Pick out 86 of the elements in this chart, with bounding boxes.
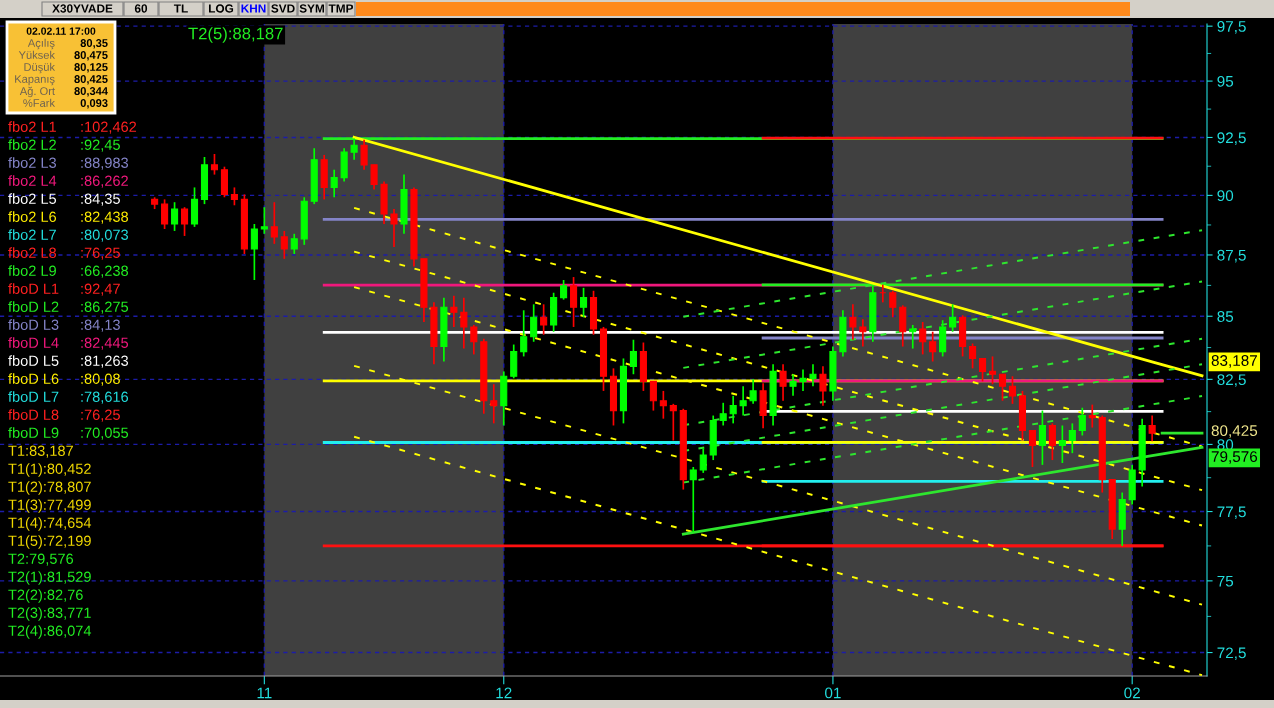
text: 83,187 [1211,355,1257,368]
annotation: T1(1):80,452 [8,463,91,477]
annotation: Düşük [24,62,56,74]
annotation: Açılış [27,38,55,50]
annotation: :86,262 [81,175,128,188]
annotation: 80,344 [74,87,108,97]
annotation: :86,275 [81,301,129,314]
annotation: fboD L5 [8,355,59,366]
annotation: :70,055 [81,427,129,440]
annotation: %Fark [23,98,56,107]
annotation: :80,08 [81,373,120,386]
annotation: 80,35 [80,39,108,49]
text: KHN [241,4,266,13]
text: LOG [209,4,234,13]
x-tick-label: 02 [1124,687,1140,699]
annotation: fbo2 L8 [8,247,57,258]
text: SYM [299,4,324,13]
annotation: :81,263 [81,355,129,368]
annotation: fboD L3 [8,319,59,330]
annotation: fbo2 L2 [8,139,56,150]
annotation: :92,47 [81,283,120,296]
x-tick-label: 12 [496,687,512,699]
x-tick-label: 01 [825,687,841,699]
annotation: fboD L4 [8,337,59,348]
annotation: Yüksek [18,50,56,59]
y-tick-label: 85 [1217,311,1234,322]
annotation: T1(4):74,654 [8,517,92,531]
annotation: fboD L9 [8,427,59,438]
text: 79,576 [1211,451,1258,464]
annotation: T2(5):88,187 [188,27,283,43]
text: TL [173,4,188,13]
annotation: T1:83,187 [8,445,73,458]
annotation: 80,475 [74,51,108,61]
annotation: T2:79,576 [8,553,74,566]
annotation: :82,445 [81,337,129,350]
annotation: :78,616 [81,391,129,404]
annotation: :76,25 [81,247,120,260]
annotation: :66,238 [81,265,129,278]
annotation: T2(2):82,76 [8,589,83,603]
x-tick-label: 11 [257,687,272,699]
annotation: 0,093 [80,99,108,109]
annotation: fboD L6 [8,373,59,384]
annotation: fbo2 L1 [8,121,56,132]
annotation: :84,35 [81,193,120,206]
annotation: T1(3):77,499 [8,499,91,513]
annotation: fboD L8 [8,409,59,420]
annotation: T2(1):81,529 [8,571,91,585]
annotation: fboD L1 [8,283,59,294]
annotation: :88,983 [81,157,129,170]
annotation: fbo2 L7 [8,229,56,240]
annotation: fbo2 L4 [8,175,57,186]
annotation: T2(3):83,771 [8,607,91,621]
y-tick-label: 87,5 [1217,249,1246,263]
annotation: :92,45 [81,139,120,152]
annotation: fboD L7 [8,391,59,402]
y-tick-label: 92,5 [1217,132,1246,145]
annotation: T1(2):78,807 [8,481,91,495]
annotation: Ağ. Ort [19,86,55,98]
annotation: :76,25 [81,409,120,422]
annotation: :102,462 [81,121,137,134]
y-tick-label: 95 [1217,75,1234,87]
annotation: fbo2 L3 [8,157,57,168]
annotation: 80,425 [74,75,108,85]
text: TMP [328,4,354,13]
annotation: Kapanış [15,75,55,86]
annotation: :80,073 [81,229,129,242]
annotation: fbo2 L5 [8,193,57,204]
annotation: T1(5):72,199 [8,535,91,549]
annotation: fbo2 L9 [8,265,56,276]
y-tick-label: 90 [1217,190,1234,202]
annotation: fbo2 L6 [8,211,57,222]
annotation: :84,13 [81,319,120,332]
y-tick-label: 97,5 [1217,21,1246,34]
annotation: fboD L2 [8,301,59,312]
text: 80,425 [1211,425,1258,438]
text: SVD [271,4,295,13]
y-tick-label: 72,5 [1217,647,1246,661]
y-tick-label: 75 [1217,575,1234,587]
annotation: 02.02.11 17:00 [26,27,96,35]
chart-title: X30YVADE [52,4,113,13]
annotation: T2(4):86,074 [8,625,92,639]
text: 60 [134,4,148,13]
annotation: :82,438 [81,211,129,224]
y-tick-label: 77,5 [1217,506,1246,520]
y-tick-label: 82,5 [1217,374,1246,387]
annotation: 80,125 [74,63,108,73]
